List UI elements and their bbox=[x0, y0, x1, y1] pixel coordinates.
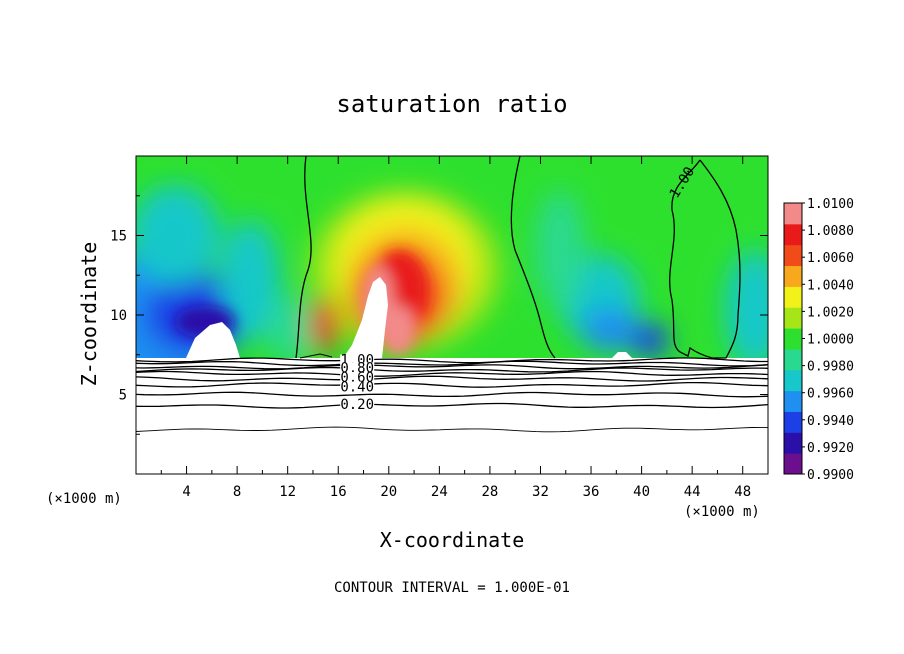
colorbar-swatch bbox=[784, 348, 802, 371]
x-tick-label: 20 bbox=[380, 484, 397, 500]
colorbar-label: 1.0060 bbox=[807, 251, 854, 266]
colorbar-swatch bbox=[784, 390, 802, 412]
low-contours bbox=[136, 357, 768, 433]
contour-label-background bbox=[340, 372, 375, 383]
low-contour-line bbox=[136, 381, 768, 388]
x-tick-label: 4 bbox=[182, 484, 190, 500]
colorbar-swatch bbox=[784, 453, 802, 475]
clear-region-left bbox=[186, 322, 240, 358]
y-axis-label: Z-coordinate bbox=[77, 242, 101, 387]
field-region-left-cyan bbox=[136, 185, 220, 285]
colorbar-label: 0.9960 bbox=[807, 387, 854, 402]
x-tick-label: 48 bbox=[734, 484, 751, 500]
x-tick-label: 40 bbox=[633, 484, 650, 500]
low-contour-line bbox=[136, 364, 768, 370]
colorbar-swatch bbox=[784, 203, 802, 225]
colorbar-label: 1.0040 bbox=[807, 278, 854, 293]
low-contour-line bbox=[136, 357, 768, 364]
contour-label-background bbox=[340, 354, 375, 365]
clear-region-center bbox=[343, 277, 388, 358]
colorbar-swatch bbox=[784, 411, 802, 433]
x-tick-label: 24 bbox=[431, 484, 448, 500]
chart-title: saturation ratio bbox=[336, 90, 567, 118]
low-contour-line bbox=[136, 375, 768, 382]
contour-label-background bbox=[340, 381, 375, 392]
contour-line-4 bbox=[299, 353, 333, 359]
low-contour-line bbox=[136, 402, 768, 409]
low-contour-line bbox=[136, 360, 768, 367]
clear-region-right bbox=[612, 352, 632, 358]
x-tick-label: 44 bbox=[684, 484, 701, 500]
plot-field bbox=[136, 156, 768, 474]
contour-line-3 bbox=[669, 159, 741, 359]
low-contour-line bbox=[136, 426, 768, 433]
x-tick-label: 28 bbox=[481, 484, 498, 500]
field-region-left-cyan-2 bbox=[220, 220, 280, 340]
field-region-right-blue bbox=[582, 308, 638, 352]
colorbar-label: 1.0020 bbox=[807, 305, 854, 320]
colorbar-swatch bbox=[784, 328, 802, 350]
x-tick-label: 8 bbox=[233, 484, 241, 500]
x-unit-right: (×1000 m) bbox=[684, 504, 760, 520]
field-region-red-left bbox=[311, 297, 339, 353]
colorbar: 1.0100 1.0080 1.0060 1.0040 1.0020 1.0000 0.99… bbox=[783, 197, 854, 483]
field-region-right-deep-blue bbox=[632, 322, 668, 358]
contour-line-2 bbox=[510, 156, 556, 359]
colorbar-label: 1.0000 bbox=[807, 333, 854, 348]
x-unit-left: (×1000 m) bbox=[46, 491, 122, 507]
y-tick-label: 5 bbox=[119, 388, 127, 404]
low-contour-line bbox=[136, 391, 768, 398]
x-tick-label: 12 bbox=[279, 484, 296, 500]
x-tick-label: 36 bbox=[583, 484, 600, 500]
field-region-core-pink-2 bbox=[380, 305, 416, 355]
colorbar-label: 0.9900 bbox=[807, 468, 854, 483]
colorbar-swatch bbox=[784, 223, 802, 246]
colorbar-label: 1.0080 bbox=[807, 224, 854, 239]
colorbar-swatch bbox=[784, 369, 802, 392]
field-region-far-right-cyan bbox=[725, 250, 768, 370]
colorbar-swatch bbox=[784, 244, 802, 267]
y-tick-label: 15 bbox=[110, 229, 127, 245]
low-contour-line bbox=[136, 366, 768, 373]
contour-interval-note: CONTOUR INTERVAL = 1.000E-01 bbox=[334, 580, 570, 596]
colorbar-label: 0.9940 bbox=[807, 414, 854, 429]
contour-label-background bbox=[340, 399, 375, 410]
x-axis-label: X-coordinate bbox=[380, 528, 525, 552]
colorbar-label: 1.0100 bbox=[807, 197, 854, 212]
y-axis-ticks: 5 10 15 bbox=[110, 195, 768, 435]
contour-line-1 bbox=[295, 156, 312, 359]
colorbar-label: 0.9920 bbox=[807, 441, 854, 456]
colorbar-swatch bbox=[784, 265, 802, 287]
contour-label-background bbox=[340, 362, 375, 373]
contour-label: 0.20 bbox=[340, 397, 374, 413]
x-tick-label: 16 bbox=[330, 484, 347, 500]
x-axis-ticks: 4 8 12 16 20 24 28 32 36 40 44 48 bbox=[160, 156, 751, 500]
field-region-mid-teal bbox=[535, 190, 585, 310]
field-region-teal bbox=[268, 295, 312, 365]
colorbar-swatch bbox=[784, 432, 802, 454]
contour-labels: 1.000.800.600.400.201.00 bbox=[340, 164, 698, 413]
low-contour-line bbox=[136, 370, 768, 377]
colorbar-swatch bbox=[784, 307, 802, 329]
colorbar-swatch bbox=[784, 286, 802, 308]
x-tick-label: 32 bbox=[532, 484, 549, 500]
contour-label: 0.40 bbox=[340, 380, 374, 396]
y-tick-label: 10 bbox=[110, 308, 127, 324]
colorbar-label: 0.9980 bbox=[807, 360, 854, 375]
